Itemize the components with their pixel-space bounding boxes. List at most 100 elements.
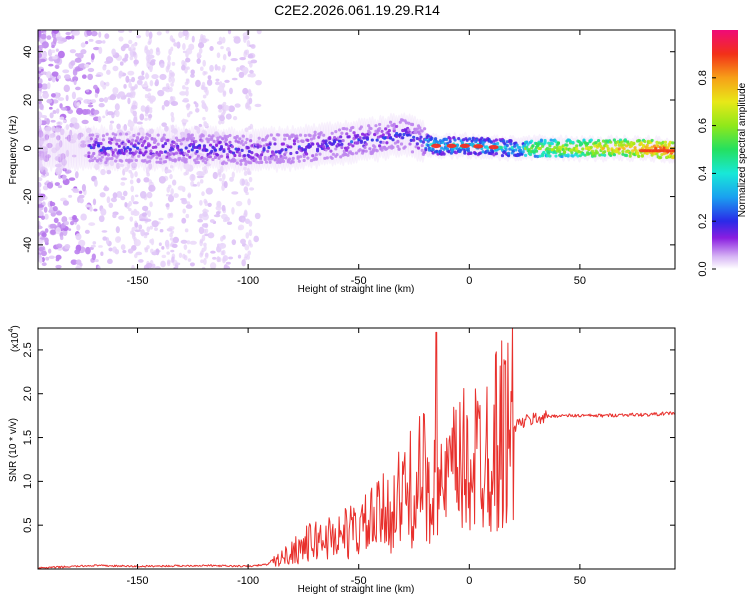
spectrogram-cell (272, 153, 276, 157)
spectrogram-cell (254, 212, 261, 220)
spectrogram-cell (192, 183, 198, 187)
spectrogram-cell (181, 217, 187, 224)
spectrogram-cell (204, 233, 209, 237)
spectrogram-cell (146, 245, 150, 250)
spectrogram-cell (631, 149, 635, 153)
spectrogram-cell (218, 81, 223, 87)
spectrogram-cell (289, 151, 293, 156)
spectrogram-cell (151, 153, 155, 158)
spectrogram-cell (564, 153, 568, 158)
spectrogram-cell (45, 126, 50, 132)
spectrogram-cell (416, 146, 421, 150)
spectrogram-cell (243, 209, 248, 216)
spectrogram-cell (581, 152, 585, 156)
spectrogram-cell (358, 148, 362, 152)
spectrogram-cell (182, 50, 187, 54)
spectrogram-cell (614, 140, 618, 145)
spectrogram-cell (38, 111, 43, 119)
spectrogram-cell (72, 76, 79, 82)
spectrogram-cell (481, 150, 485, 154)
spectrogram-cell (170, 129, 178, 134)
spectrogram-cell (196, 154, 200, 158)
spectrogram-cell (169, 237, 174, 241)
spectrogram-cell (52, 109, 57, 114)
spectrogram-cell (244, 162, 248, 166)
spectrogram-cell (140, 84, 149, 88)
spectrogram-cell (603, 153, 607, 157)
spectrogram-cell (345, 148, 349, 152)
spectrogram-cell (105, 132, 109, 136)
spectrogram-cell (440, 146, 444, 150)
spectrogram-cell (115, 142, 119, 146)
spectrogram-cell (606, 146, 610, 151)
spectrogram-cell (241, 259, 246, 267)
spectrogram-cell (109, 94, 117, 101)
spectrogram-cell (209, 219, 215, 223)
spectrogram-cell (470, 139, 474, 143)
spectrogram-cell (51, 125, 57, 169)
spectrogram-cell (672, 154, 675, 158)
spectrogram-cell (83, 125, 89, 169)
spectrogram-cell (42, 169, 46, 176)
spectrogram-cell (333, 135, 337, 140)
spectrogram-cell (364, 149, 368, 153)
spectrogram-cell (144, 112, 149, 117)
spectrogram-cell (621, 152, 625, 156)
spectrogram-cell (234, 147, 238, 151)
spectrogram-cell (102, 115, 106, 119)
spectrogram-cell (207, 75, 212, 80)
spectrogram-cell (329, 149, 333, 153)
spectrogram-cell (193, 158, 197, 162)
spectrogram-cell (213, 131, 220, 138)
spectrogram-cell (133, 59, 139, 65)
spectrogram-cell (249, 133, 253, 139)
spectrogram-cell (178, 252, 183, 258)
spectrogram-cell (303, 148, 308, 152)
spectrogram-cell (101, 230, 108, 233)
spectrogram-cell (496, 141, 500, 146)
spectrogram-cell (216, 136, 220, 140)
spectrogram-cell (134, 171, 138, 178)
spectrogram-cell (475, 138, 479, 142)
spectrogram-cell (243, 186, 249, 193)
spectrogram-cell (392, 127, 396, 131)
spectrogram-cell (359, 125, 363, 129)
spectrogram-cell (217, 257, 222, 263)
spectrogram-cell (171, 158, 175, 162)
spectrogram-cell (195, 149, 199, 154)
spectrogram-cell (337, 128, 342, 132)
spectrogram-cell (301, 148, 305, 152)
spectrogram-cell (169, 232, 173, 238)
spectrogram-cell (302, 152, 306, 157)
spectrogram-cell (106, 196, 111, 204)
spectrogram-cell (130, 185, 135, 193)
spectrogram-cell (362, 149, 366, 153)
spectrogram-cell (65, 124, 70, 130)
spectrogram-cell (668, 140, 672, 144)
spectrogram-cell (201, 166, 206, 171)
spectrogram-cell (88, 159, 92, 163)
spectrogram-cell (230, 57, 238, 62)
spectrogram-cell (571, 140, 575, 145)
spectrogram-cell (89, 145, 93, 150)
spectrogram-cell (104, 33, 110, 39)
spectrogram-cell (213, 214, 221, 218)
spectrogram-cell (164, 169, 172, 174)
spectrogram-cell (100, 151, 104, 155)
spectrogram-cell (208, 143, 213, 147)
spectrogram-cell (645, 146, 649, 150)
spectrogram-cell (109, 141, 113, 145)
spectrogram-cell (373, 132, 377, 136)
spectrogram-cell (345, 132, 349, 136)
spectrogram-cell (225, 135, 230, 139)
spectrogram-cell (221, 82, 226, 89)
spectrogram-cell (240, 139, 244, 143)
spectrogram-cell (212, 256, 217, 260)
spectrogram-cell (128, 151, 132, 155)
spectrogram-cell (266, 143, 270, 147)
spectrogram-cell (203, 122, 209, 127)
spectrogram-cell (91, 253, 96, 261)
spectrogram-cell (57, 97, 65, 101)
spectrogram-cell (90, 158, 95, 163)
spectrogram-cell (100, 155, 104, 159)
